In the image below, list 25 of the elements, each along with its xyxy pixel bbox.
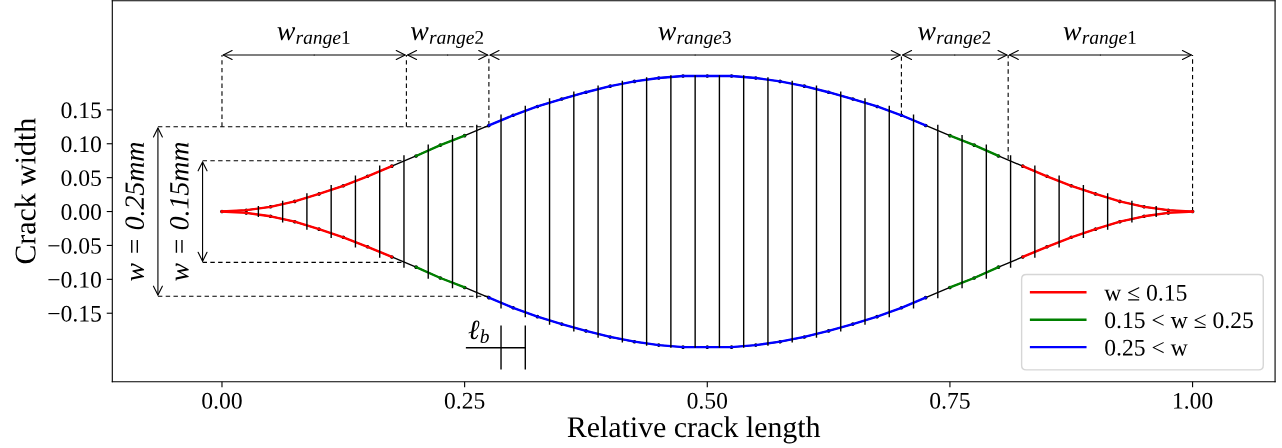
y-tick-label: −0.15 [48,305,101,322]
x-tick-label: 0.50 [687,392,728,409]
annotation: w = 0.25mm [125,142,145,281]
y-tick-label: 0.00 [61,204,101,221]
legend-label: 0.15 < w ≤ 0.25 [1105,312,1253,329]
y-tick-label: 0.15 [61,102,101,119]
x-tick-label: 0.00 [202,392,242,409]
legend-label: 0.25 < w [1105,339,1188,356]
y-tick-label: 0.05 [61,170,101,187]
x-axis-title: Relative crack length [567,416,821,444]
annotation: ℓ$_{b}$ [468,320,489,343]
y-tick-label: −0.05 [48,237,101,254]
y-tick-label: −0.10 [48,271,101,288]
legend-label: w ≤ 0.15 [1104,284,1187,301]
x-tick-label: 0.75 [930,392,970,409]
y-tick-label: 0.10 [61,136,101,153]
annotation: w$_{range1}$ [277,27,350,48]
x-tick-label: 0.25 [444,392,485,409]
annotation: w$_{range2}$ [410,27,484,48]
x-tick-label: 1.00 [1173,392,1213,409]
y-axis-title: Crack width [14,118,36,264]
annotation: w$_{range1}$ [1063,27,1136,48]
annotation: w$_{range2}$ [918,27,991,48]
annotation: w = 0.15mm [169,142,189,281]
annotation: w$_{range3}$ [658,27,731,48]
